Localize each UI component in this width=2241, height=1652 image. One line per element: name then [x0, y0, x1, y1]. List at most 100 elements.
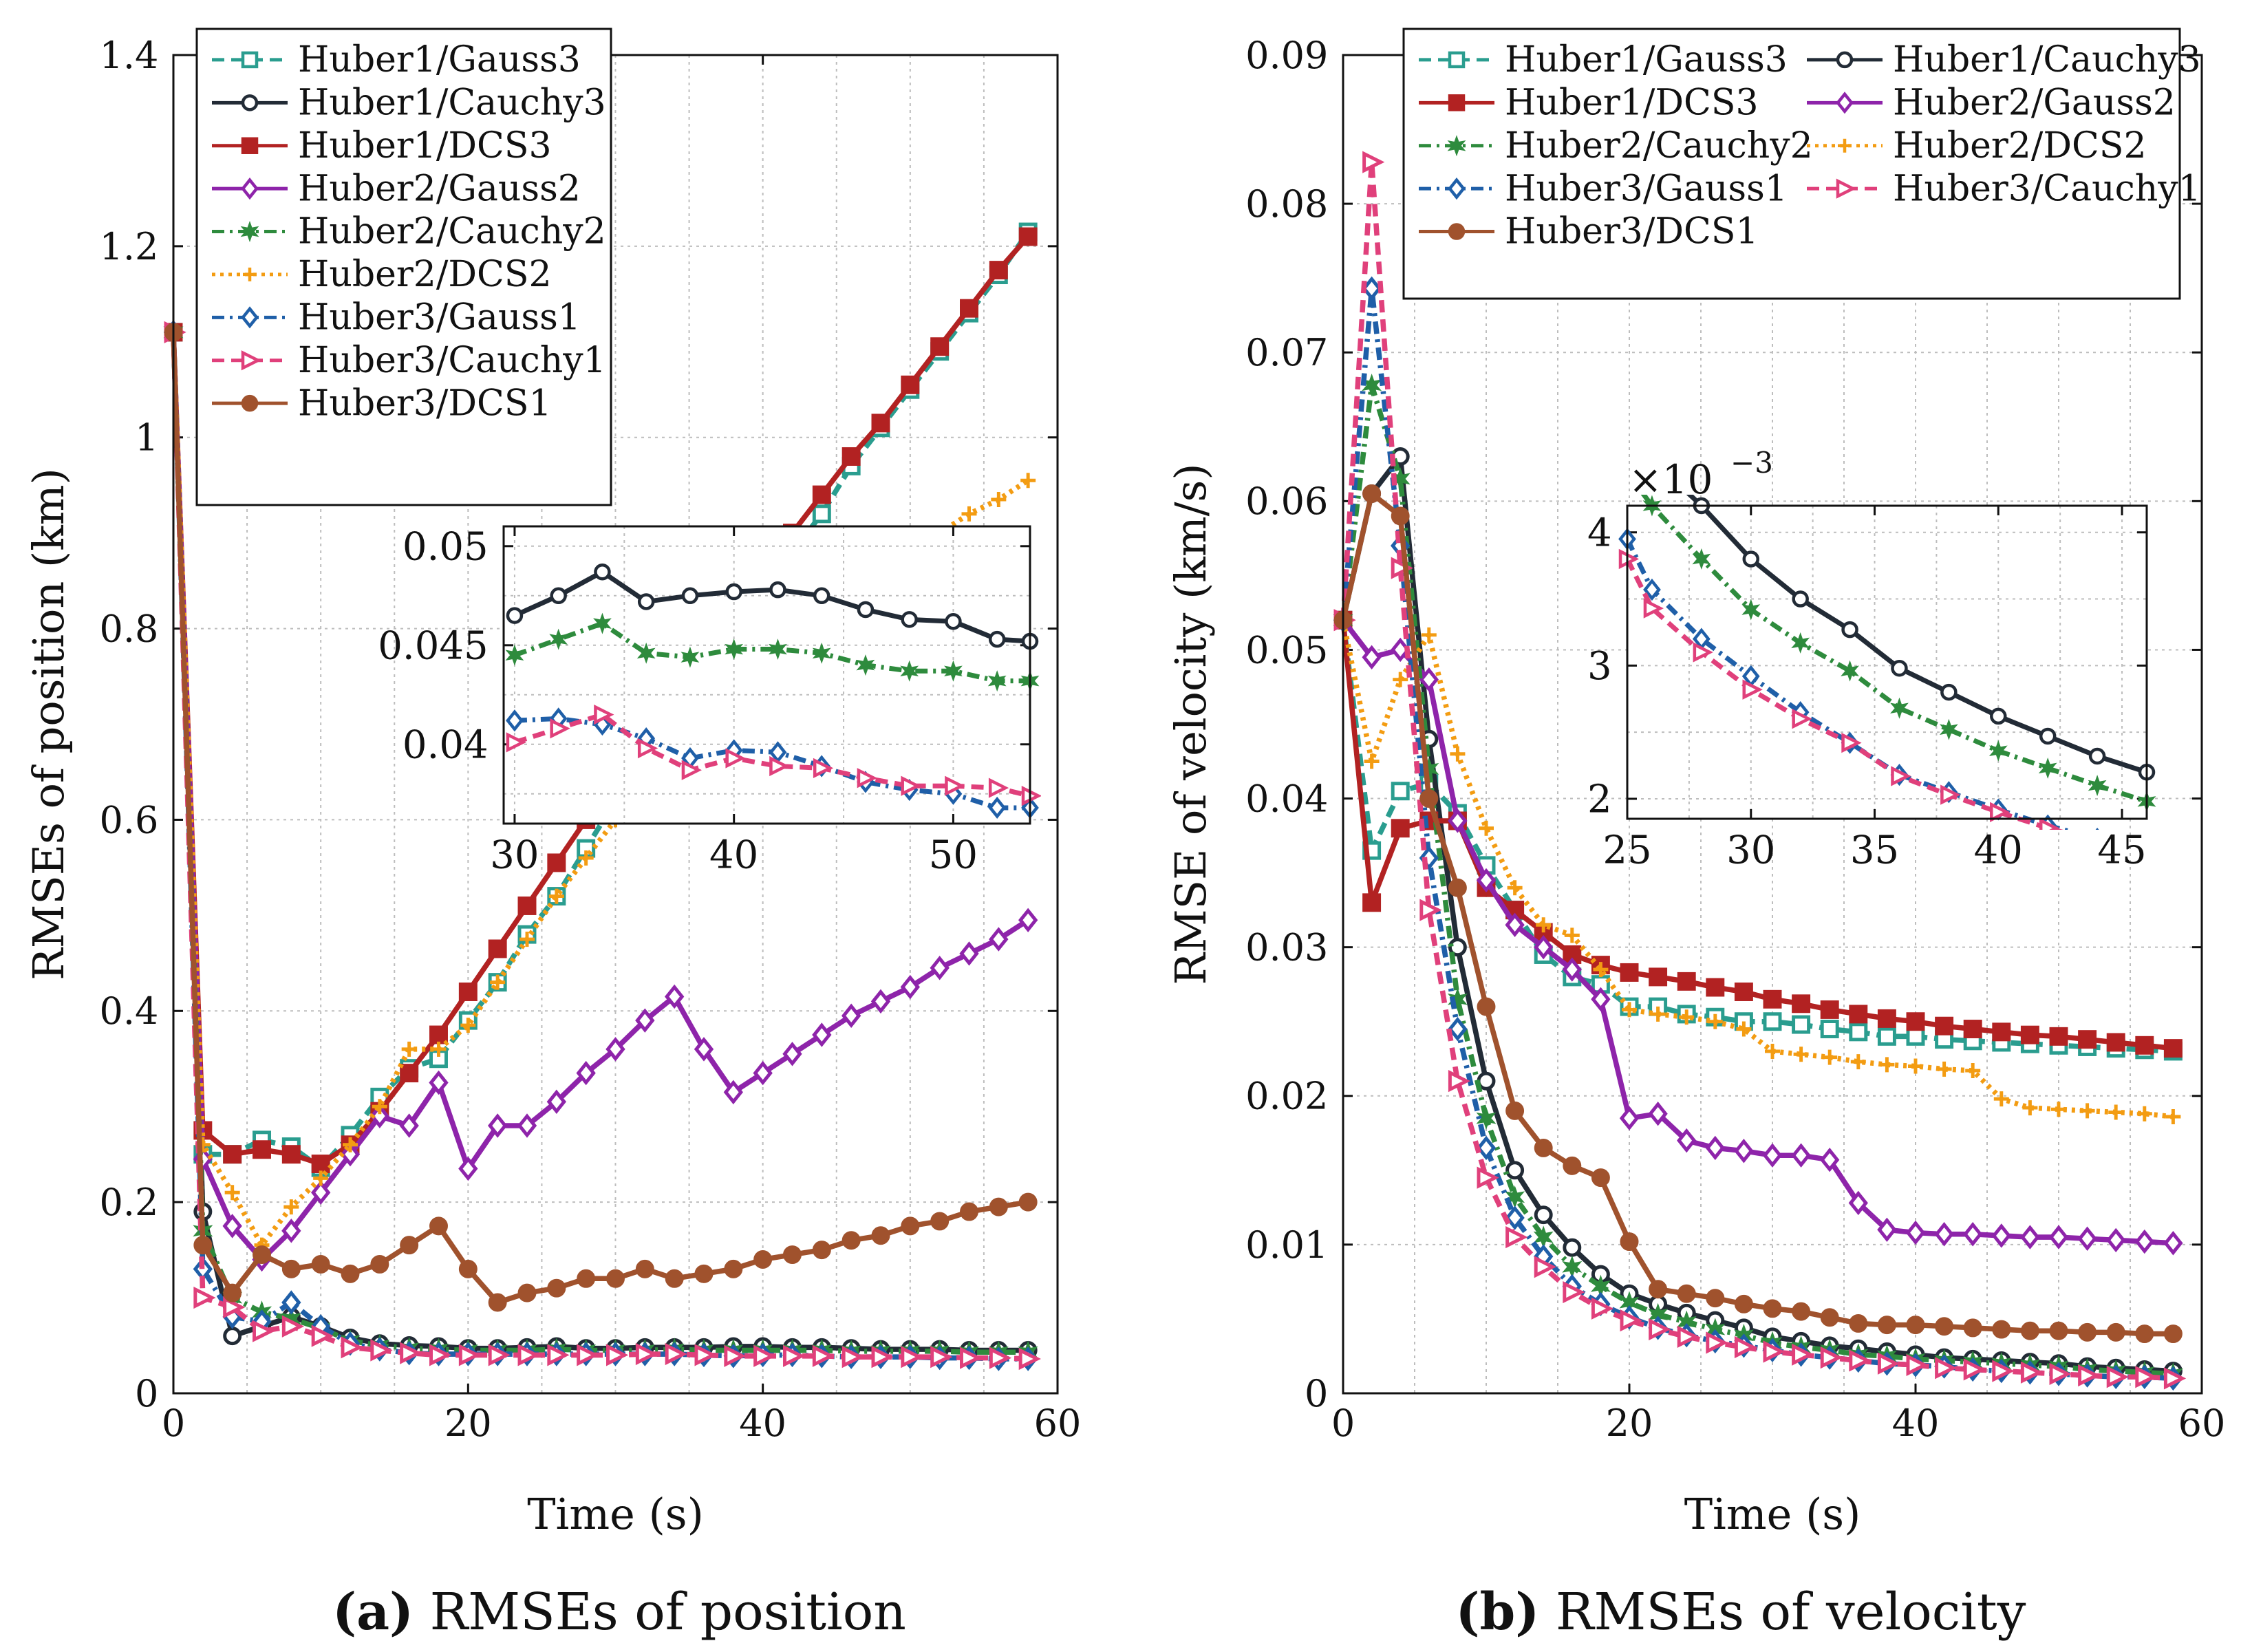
legend-label: Huber2/DCS2: [1893, 125, 2147, 167]
data-point: [311, 1324, 334, 1347]
data-point: [1505, 912, 1525, 937]
legend-marker: [241, 178, 259, 200]
legend-marker: [1838, 138, 1852, 153]
data-point: [253, 1245, 271, 1265]
data-point: [901, 1346, 923, 1369]
data-point: [1393, 672, 1408, 687]
data-point: [2048, 1225, 2069, 1249]
legend-label: Huber1/DCS3: [298, 125, 552, 167]
data-point: [1448, 1070, 1471, 1093]
data-point: [1391, 819, 1410, 838]
data-point: [2135, 1366, 2158, 1388]
data-point: [458, 1156, 478, 1181]
data-point: [753, 1060, 773, 1086]
data-point: [1534, 1256, 1556, 1278]
legend-item: Huber3/DCS1: [1419, 211, 1759, 253]
data-point: [487, 1113, 508, 1138]
data-point: [1741, 599, 1761, 621]
data-point: [1447, 987, 1468, 1011]
data-point: [1935, 1357, 1958, 1380]
data-point: [1993, 1091, 2009, 1107]
data-point: [812, 1344, 835, 1367]
data-point: [813, 587, 830, 605]
x-tick-label: 30: [490, 833, 539, 877]
data-point: [547, 853, 566, 872]
data-point: [1906, 1012, 1925, 1031]
data-point: [370, 1254, 389, 1274]
x-tick-label: 40: [1892, 1402, 1940, 1445]
data-point: [1421, 627, 1437, 643]
data-point: [1563, 1238, 1582, 1257]
data-point: [1448, 938, 1467, 957]
data-point: [1820, 1147, 1840, 1172]
data-point: [960, 1202, 978, 1221]
data-point: [1792, 590, 1809, 608]
data-point: [2049, 1027, 2068, 1046]
data-point: [1534, 1138, 1553, 1157]
y-tick-label: 0.4: [100, 989, 159, 1033]
inset-position: 30 40 50 0.04 0.045 0.05: [378, 524, 1041, 877]
inset-frame: [502, 525, 1031, 825]
y-tick-label: 0.05: [1245, 628, 1328, 672]
data-point: [960, 299, 978, 318]
caption-a-letter: (a): [332, 1583, 414, 1642]
legend-label: Huber3/DCS1: [1505, 211, 1759, 253]
data-point: [635, 1342, 658, 1366]
caption-b-letter: (b): [1455, 1583, 1540, 1642]
data-point: [2108, 1104, 2124, 1120]
data-point: [1762, 1143, 1783, 1168]
data-point: [193, 1236, 213, 1255]
data-point: [1734, 1294, 1753, 1313]
y-tick-label: 0.045: [378, 623, 488, 668]
data-point: [283, 1199, 299, 1215]
data-point: [1849, 1022, 1868, 1042]
data-point: [812, 485, 831, 504]
data-point: [1649, 1280, 1668, 1299]
legend-marker: [243, 267, 257, 281]
data-point: [222, 1214, 242, 1238]
data-point: [460, 1018, 476, 1033]
data-point: [930, 956, 950, 980]
data-point: [1936, 1061, 1952, 1077]
series-group: [505, 563, 1041, 819]
data-point: [753, 1250, 773, 1269]
data-point: [1792, 1302, 1811, 1321]
data-point: [281, 1315, 305, 1338]
series-line-huber2-cauchy2: [1640, 495, 2148, 804]
data-point: [901, 1216, 920, 1236]
data-point: [1649, 1318, 1671, 1341]
data-point: [577, 1269, 596, 1288]
data-point: [223, 1145, 242, 1164]
data-point: [1018, 227, 1038, 246]
y-tick-label: 2: [1587, 777, 1612, 822]
data-point: [930, 1212, 950, 1231]
legend-label: Huber2/Cauchy2: [298, 211, 606, 253]
data-point: [1450, 746, 1466, 762]
x-tick-label: 60: [1034, 1402, 1082, 1445]
y-tick-label: 0.03: [1245, 926, 1328, 969]
data-point: [901, 375, 920, 394]
data-point: [594, 704, 614, 725]
y-tick-label: 0: [1305, 1372, 1328, 1415]
data-point: [1763, 1340, 1786, 1363]
data-point: [1765, 1043, 1780, 1059]
data-point: [988, 630, 1006, 648]
data-point: [400, 1236, 419, 1255]
data-point: [723, 1080, 744, 1105]
data-point: [2020, 1321, 2039, 1340]
data-point: [576, 1060, 596, 1086]
data-point: [841, 447, 861, 466]
data-point: [724, 1344, 747, 1367]
x-tick-label: 0: [162, 1402, 185, 1445]
data-point: [783, 1344, 806, 1367]
legend-item: Huber2/Gauss2: [1807, 82, 2176, 123]
legend-marker: [241, 394, 259, 412]
data-point: [1820, 1020, 1839, 1039]
data-point: [694, 1344, 717, 1366]
data-point: [1563, 1156, 1582, 1175]
data-point: [223, 1296, 246, 1319]
data-point: [1706, 1331, 1728, 1354]
data-point: [2106, 1366, 2129, 1388]
x-tick-label: 0: [1331, 1402, 1355, 1445]
data-point: [989, 1197, 1008, 1216]
